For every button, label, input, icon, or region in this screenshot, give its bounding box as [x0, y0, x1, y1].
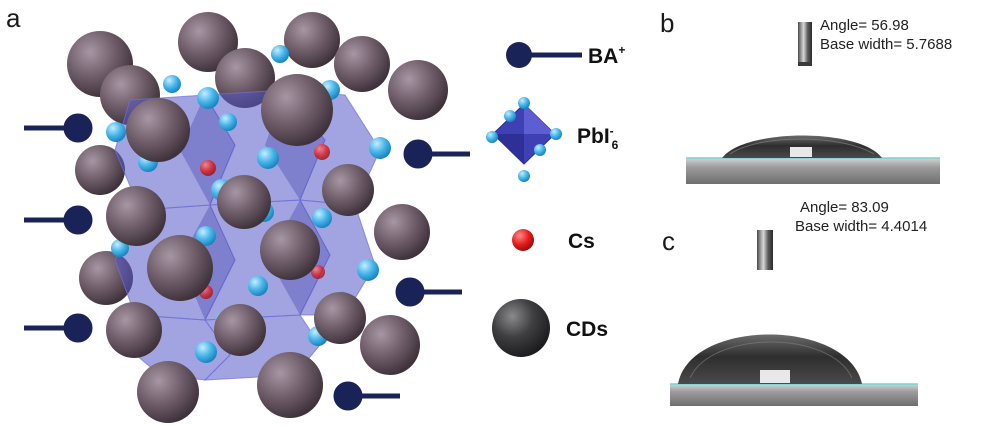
droplet-c: [678, 334, 862, 384]
droplet-b: [722, 135, 882, 158]
panel-label-a: a: [6, 3, 21, 33]
angle-readout-c: Angle= 83.09: [800, 199, 889, 216]
pb-nodes: [106, 45, 391, 363]
base-width-readout-b: Base width= 5.7688: [820, 36, 952, 53]
needle-c: [757, 230, 773, 270]
ba-chain-icon: [506, 42, 582, 68]
panel-label-c: c: [662, 226, 675, 256]
needle-b: [798, 22, 812, 66]
substrate-c: [670, 384, 918, 406]
legend-item-cds: CDs: [492, 299, 608, 357]
cd-spheres-front: [106, 74, 420, 423]
base-width-readout-c: Base width= 4.4014: [795, 218, 927, 235]
contact-angle-image-b: [686, 22, 940, 184]
legend-item-cs: Cs: [512, 229, 595, 253]
cs-atoms: [199, 144, 330, 299]
perovskite-crystal-structure: [24, 12, 470, 423]
cd-sphere-icon: [492, 299, 550, 357]
legend-label-pbi6: PbI-6: [577, 124, 619, 152]
substrate-b: [686, 158, 940, 184]
panel-label-b: b: [660, 8, 674, 38]
ba-ligands: [24, 113, 470, 411]
legend-item-pbi6: PbI-6: [486, 97, 619, 182]
cs-atom-icon: [512, 229, 534, 251]
octahedron-icon: [486, 97, 562, 182]
legend-label-cds: CDs: [566, 318, 608, 341]
legend: BA+ PbI-6 Cs CDs: [486, 42, 625, 357]
legend-item-ba: BA+: [506, 42, 625, 68]
legend-label-cs: Cs: [568, 230, 595, 253]
contact-angle-image-c: [670, 230, 918, 406]
angle-readout-b: Angle= 56.98: [820, 17, 909, 34]
legend-label-ba: BA+: [588, 43, 625, 68]
